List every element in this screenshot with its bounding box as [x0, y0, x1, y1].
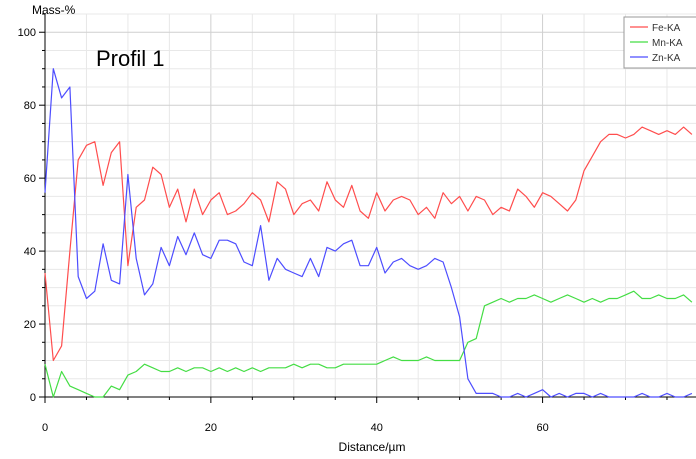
series-lines	[44, 68, 693, 398]
series-line-fe-ka	[44, 126, 693, 362]
series-line-mn-ka	[44, 290, 693, 398]
x-tick-label: 0	[42, 422, 48, 434]
y-tick-label: 40	[24, 246, 36, 258]
y-tick-label: 60	[24, 173, 36, 185]
legend-label: Fe-KA	[652, 23, 681, 34]
y-tick-label: 0	[30, 392, 36, 404]
y-axis-title: Mass-%	[32, 3, 76, 17]
series-line-zn-ka	[44, 68, 693, 398]
x-axis-title: Distance/µm	[339, 440, 406, 454]
legend-label: Mn-KA	[652, 38, 683, 49]
x-tick-label: 20	[205, 422, 217, 434]
chart-annotation: Profil 1	[96, 46, 164, 71]
x-tick-label: 40	[371, 422, 383, 434]
x-tick-label: 60	[536, 422, 548, 434]
axes	[39, 13, 696, 403]
legend-label: Zn-KA	[652, 53, 681, 64]
y-tick-label: 20	[24, 319, 36, 331]
grid-lines	[44, 13, 696, 398]
y-tick-label: 80	[24, 100, 36, 112]
tick-labels: 0 20 40 60 0 20 40 60 80 100	[18, 27, 549, 434]
y-tick-label: 100	[18, 27, 36, 39]
legend: Fe-KA Mn-KA Zn-KA	[623, 16, 696, 69]
